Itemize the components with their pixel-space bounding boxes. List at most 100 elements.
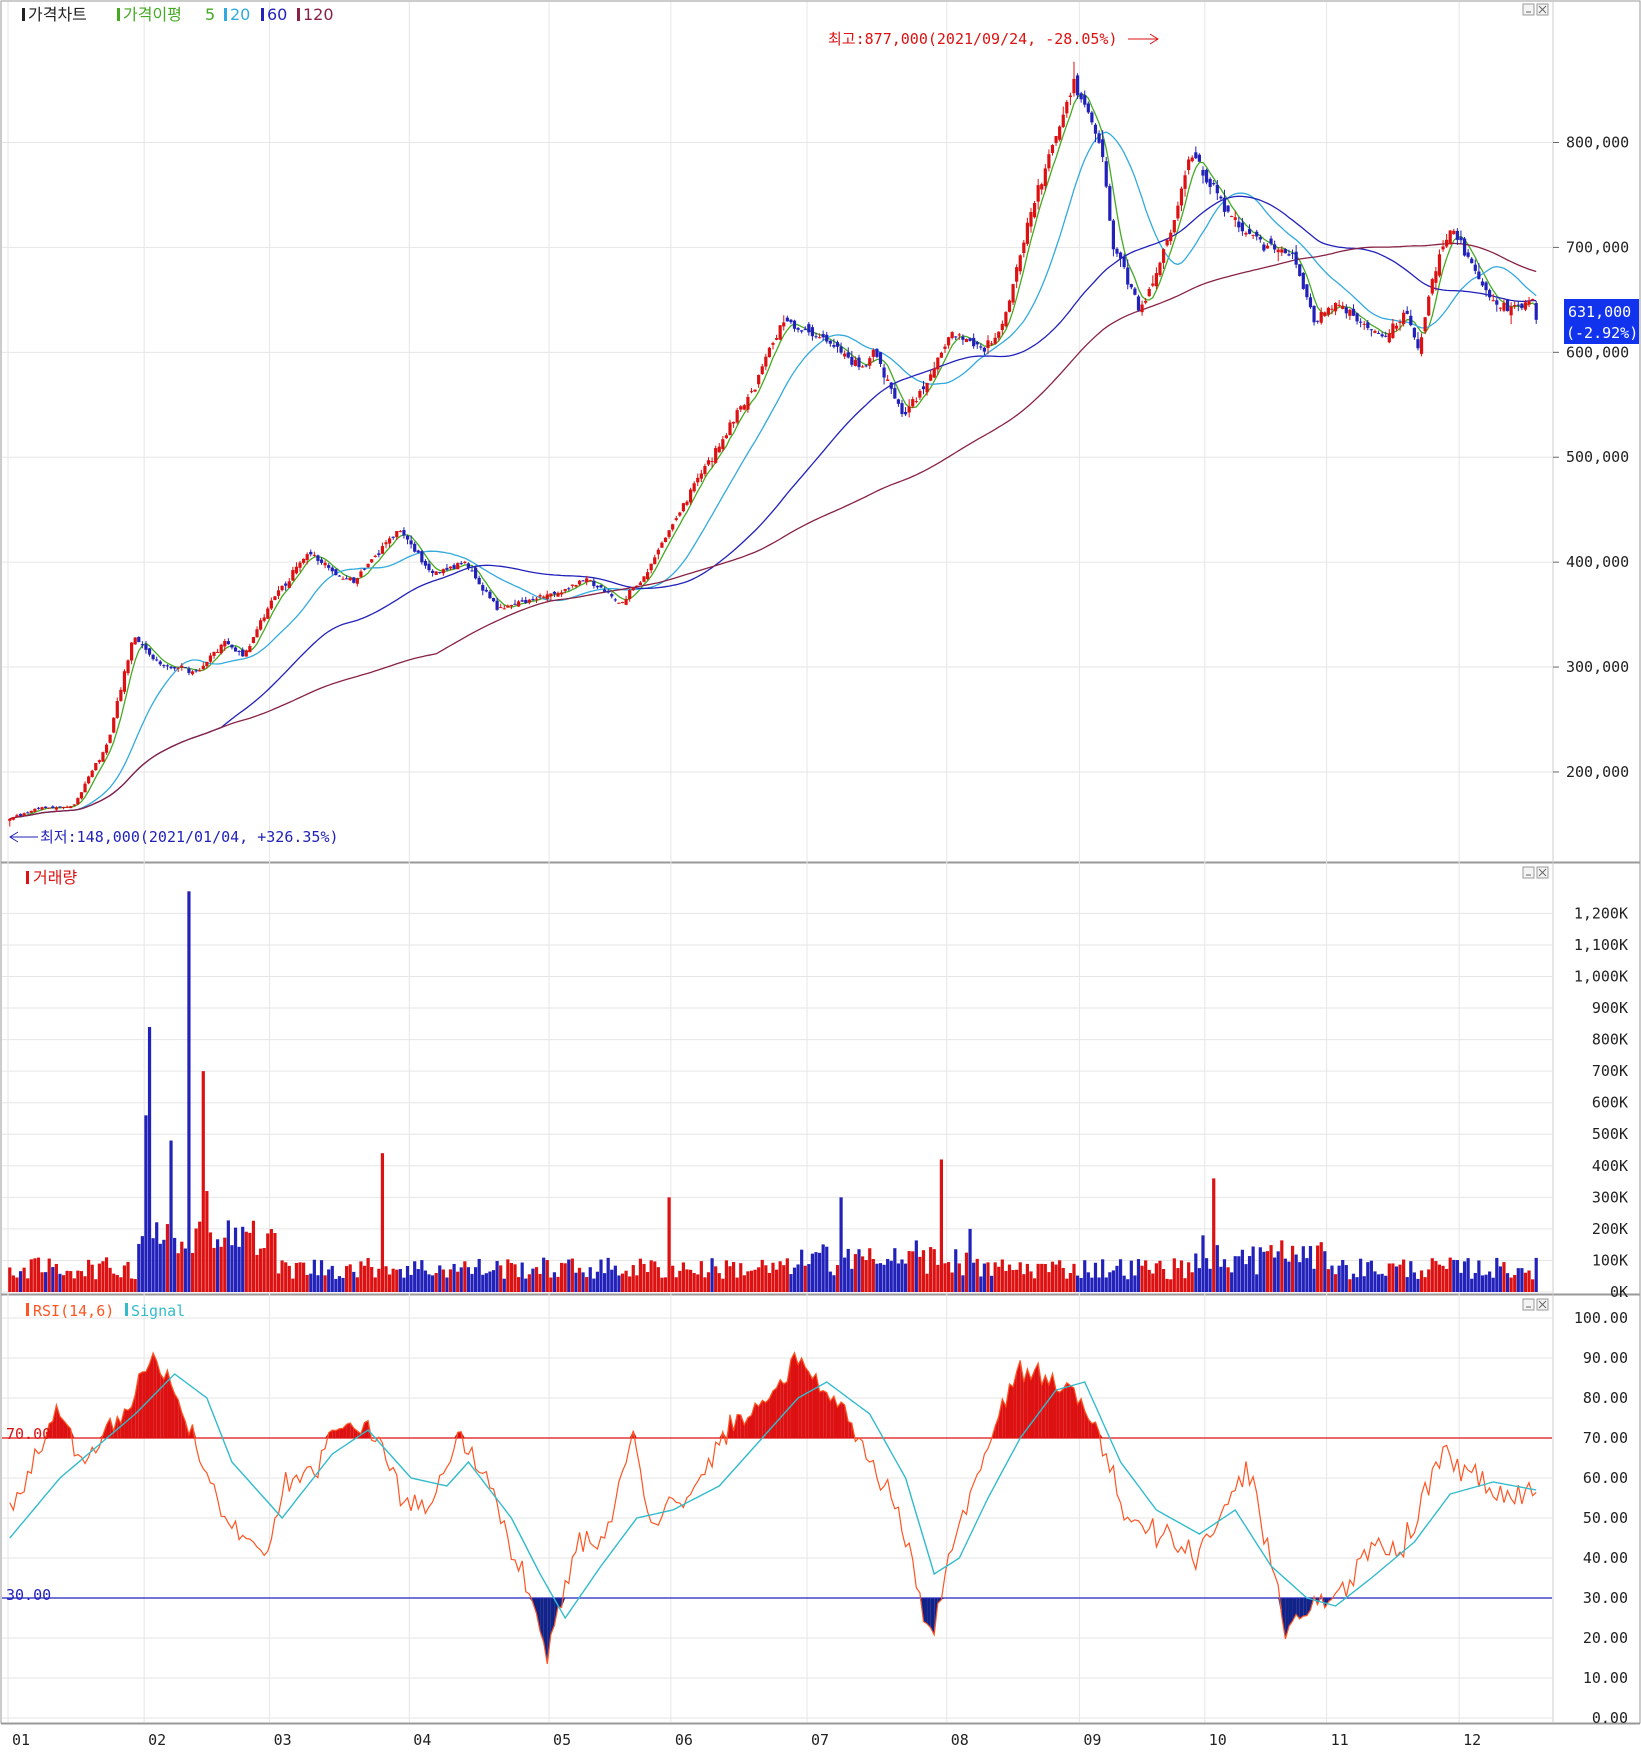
volume-bar bbox=[886, 1258, 890, 1292]
candle-body bbox=[51, 806, 55, 809]
current-price: 631,000 bbox=[1568, 303, 1631, 321]
candle-body bbox=[785, 317, 789, 322]
volume-bar bbox=[1065, 1278, 1069, 1292]
volume-bar bbox=[868, 1248, 872, 1292]
volume-bar bbox=[1194, 1253, 1198, 1292]
rsi-oversold-area bbox=[1296, 1598, 1300, 1619]
candle-body bbox=[749, 391, 754, 393]
candle-body bbox=[122, 671, 127, 692]
candle-body bbox=[273, 596, 277, 600]
rsi-tick-label: 70.00 bbox=[1583, 1429, 1628, 1447]
rsi-pane-controls[interactable] bbox=[1522, 1298, 1549, 1311]
candle-body bbox=[574, 585, 578, 587]
candle-body bbox=[739, 406, 743, 410]
candle-body bbox=[1319, 311, 1323, 323]
candle-body bbox=[1405, 310, 1409, 314]
volume-bar bbox=[226, 1220, 230, 1292]
candle-body bbox=[287, 581, 291, 588]
volume-bar bbox=[1294, 1254, 1298, 1292]
volume-bar bbox=[251, 1220, 256, 1292]
candle-body bbox=[1068, 95, 1073, 98]
candle-body bbox=[1412, 327, 1416, 338]
volume-bar bbox=[796, 1264, 800, 1292]
candle-body bbox=[542, 596, 546, 598]
candle-body bbox=[520, 600, 524, 602]
candle-body bbox=[635, 585, 639, 587]
price-pane-controls[interactable] bbox=[1522, 3, 1549, 16]
rsi-overbought-area bbox=[160, 1373, 164, 1438]
current-change: (-2.92%) bbox=[1566, 324, 1638, 342]
volume-tick-label: 700K bbox=[1592, 1062, 1628, 1080]
candle-body bbox=[370, 559, 374, 563]
candle-body bbox=[1362, 323, 1366, 325]
candle-body bbox=[427, 563, 431, 571]
candle-body bbox=[1161, 249, 1166, 263]
rsi-overbought-area bbox=[149, 1352, 154, 1438]
volume-bar bbox=[638, 1258, 643, 1292]
candle-body bbox=[1527, 300, 1531, 305]
volume-bar bbox=[198, 1221, 202, 1292]
candle-body bbox=[1090, 112, 1094, 123]
volume-bar bbox=[606, 1257, 610, 1292]
candle-body bbox=[1276, 249, 1280, 253]
volume-bar bbox=[90, 1264, 94, 1292]
candle-body bbox=[334, 569, 338, 576]
candle-body bbox=[721, 439, 725, 450]
volume-bar bbox=[538, 1273, 542, 1292]
volume-bar bbox=[1290, 1245, 1295, 1292]
candle-body bbox=[771, 343, 775, 345]
candle-body bbox=[216, 651, 220, 653]
volume-bar bbox=[502, 1278, 506, 1292]
rsi-tick-label: 30.00 bbox=[1583, 1589, 1628, 1607]
volume-bar bbox=[1072, 1263, 1076, 1292]
volume-bar bbox=[147, 1026, 152, 1292]
volume-bar bbox=[620, 1273, 625, 1292]
candle-body bbox=[1050, 145, 1055, 154]
candle-body bbox=[1047, 154, 1051, 169]
volume-bar bbox=[1154, 1263, 1158, 1292]
volume-bar bbox=[832, 1275, 836, 1292]
candle-body bbox=[269, 600, 273, 609]
volume-bar bbox=[817, 1252, 822, 1292]
candle-body bbox=[821, 334, 825, 338]
candle-body bbox=[11, 817, 15, 820]
rsi-overbought-area bbox=[1063, 1382, 1067, 1438]
price-tick-label: 600,000 bbox=[1566, 343, 1629, 361]
volume-bar bbox=[1133, 1275, 1137, 1292]
candle-body bbox=[47, 807, 51, 809]
candle-body bbox=[1240, 222, 1244, 232]
candle-body bbox=[1058, 126, 1062, 140]
volume-bar bbox=[624, 1270, 628, 1292]
candle-body bbox=[26, 812, 30, 814]
rsi-tick-label: 40.00 bbox=[1583, 1549, 1628, 1567]
volume-bar bbox=[190, 1252, 195, 1292]
candle-body bbox=[559, 592, 564, 595]
volume-bar bbox=[1011, 1270, 1015, 1292]
volume-bar bbox=[997, 1266, 1001, 1292]
volume-bar bbox=[1520, 1268, 1524, 1292]
volume-bar bbox=[1369, 1260, 1373, 1292]
candle-body bbox=[495, 600, 499, 610]
volume-bar bbox=[1172, 1258, 1176, 1292]
volume-bar bbox=[939, 1159, 944, 1292]
volume-bar bbox=[577, 1267, 582, 1292]
volume-bar bbox=[792, 1267, 797, 1292]
volume-bar bbox=[1430, 1258, 1434, 1292]
candle-body bbox=[1233, 217, 1237, 220]
volume-pane-controls[interactable] bbox=[1522, 866, 1549, 879]
volume-bar bbox=[101, 1261, 105, 1292]
volume-bar bbox=[241, 1226, 245, 1292]
volume-bar bbox=[1412, 1272, 1416, 1292]
candle-body bbox=[1273, 244, 1277, 250]
candle-body bbox=[513, 603, 517, 605]
volume-bar bbox=[509, 1262, 514, 1292]
volume-bar bbox=[276, 1273, 281, 1292]
candle-body bbox=[1075, 75, 1080, 96]
volume-bar bbox=[513, 1264, 517, 1292]
volume-bar bbox=[889, 1260, 893, 1292]
volume-bar bbox=[280, 1260, 284, 1292]
rsi-lower-level: 30.00 bbox=[6, 1586, 51, 1604]
volume-bar bbox=[262, 1247, 266, 1292]
volume-bar bbox=[255, 1254, 259, 1292]
volume-bar bbox=[731, 1262, 736, 1292]
